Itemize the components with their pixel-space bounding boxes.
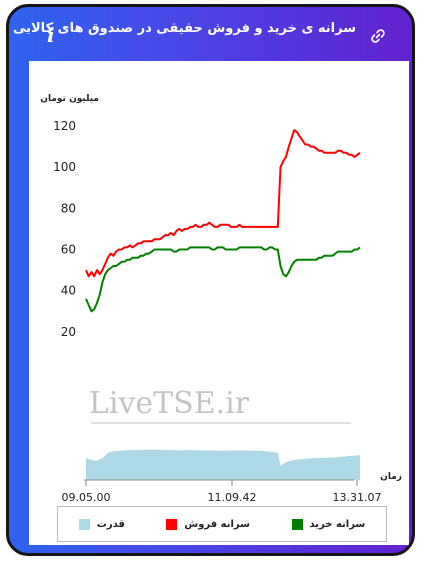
- y-tick-label: 20: [61, 325, 76, 339]
- card-header: سرانه ی خرید و فروش حقیقی در صندوق های ک…: [9, 7, 412, 57]
- x-axis-label: زمان: [380, 472, 402, 482]
- legend-label: سرانه خرید: [309, 518, 366, 530]
- x-tick-label: 11.09.42: [208, 491, 257, 501]
- sell-per-capita-line: [85, 129, 361, 278]
- legend-swatch: [291, 518, 303, 530]
- legend-swatch: [166, 518, 178, 530]
- y-tick-label: 60: [61, 243, 76, 257]
- y-tick-label: 120: [53, 119, 76, 133]
- chart-legend: سرانه خرید سرانه فروش قدرت: [57, 506, 387, 542]
- link-icon[interactable]: [370, 28, 386, 44]
- watermark: LiveTSE.ir: [89, 386, 250, 421]
- y-axis-label: میلیون تومان: [40, 94, 99, 104]
- legend-label: سرانه فروش: [184, 518, 250, 530]
- x-tick-label: 13.31.07: [333, 491, 382, 501]
- chart-title: سرانه ی خرید و فروش حقیقی در صندوق های ک…: [12, 21, 356, 36]
- legend-label: قدرت: [96, 518, 125, 530]
- chart-card: سرانه ی خرید و فروش حقیقی در صندوق های ک…: [6, 4, 415, 556]
- power-area: [86, 449, 360, 480]
- legend-item[interactable]: قدرت: [78, 518, 125, 530]
- legend-swatch: [78, 518, 90, 530]
- y-tick-label: 40: [61, 284, 76, 298]
- legend-item[interactable]: سرانه خرید: [291, 518, 366, 530]
- legend-item[interactable]: سرانه فروش: [166, 518, 250, 530]
- info-icon[interactable]: i: [47, 23, 55, 47]
- y-tick-label: 100: [53, 160, 76, 174]
- chart-panel: میلیون تومان LiveTSE.ir 120 100 80 60 40 20 09…: [29, 61, 409, 545]
- line-chart: میلیون تومان LiveTSE.ir 120 100 80 60 40 20 09…: [40, 94, 402, 501]
- y-tick-label: 80: [61, 201, 76, 215]
- buy-per-capita-line: [85, 246, 361, 313]
- x-tick-label: 09.05.00: [62, 491, 111, 501]
